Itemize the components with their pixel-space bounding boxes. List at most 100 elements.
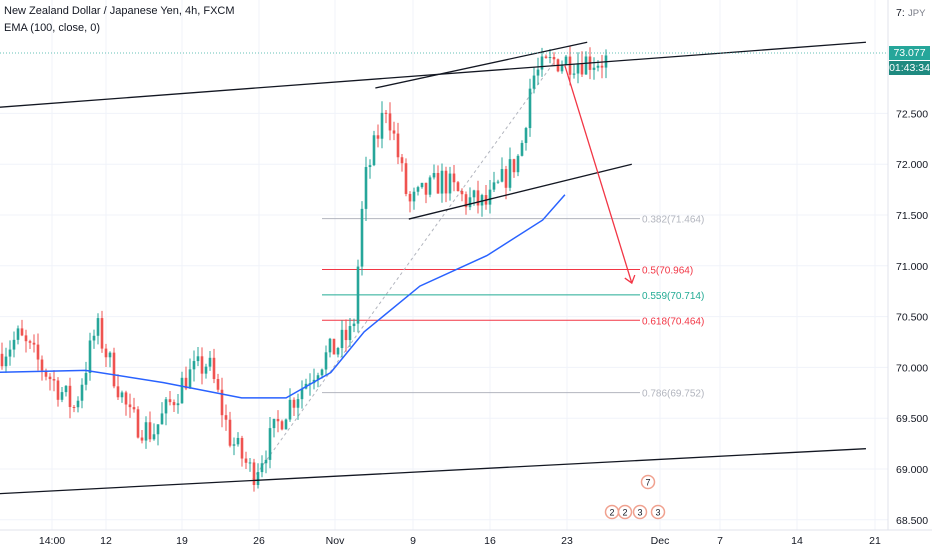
price-tick-label: 72.000 <box>896 159 928 171</box>
indicator-label[interactable]: EMA (100, close, 0) <box>4 22 100 34</box>
time-tick-label: 19 <box>176 535 188 547</box>
symbol-title[interactable]: New Zealand Dollar / Japanese Yen, 4h, F… <box>4 5 235 17</box>
candle-body <box>488 189 492 205</box>
fib-trend-line[interactable] <box>252 62 555 480</box>
candle-body <box>0 353 4 367</box>
candle-body <box>144 422 148 441</box>
price-tick-label: 7: <box>896 7 905 19</box>
trendline-channel-bottom[interactable] <box>0 448 866 495</box>
time-tick-label: Nov <box>326 535 345 547</box>
candle-body <box>280 421 284 430</box>
candle-body <box>188 369 192 389</box>
trendline-channel-top[interactable] <box>0 41 866 108</box>
candle-body <box>452 173 456 183</box>
candle-body <box>172 402 176 406</box>
price-tick-label: 68.500 <box>896 515 928 527</box>
candle-body <box>568 56 572 75</box>
time-axis[interactable]: 14:00 12 19 26 Nov 9 16 23 Dec 7 14 21 <box>0 529 932 547</box>
candle-body <box>272 418 276 429</box>
event-marker-count: 2 <box>622 508 627 518</box>
candle-body <box>44 370 48 377</box>
candle-body <box>20 328 24 336</box>
projection-arrow-head <box>624 274 636 285</box>
candle-body <box>324 352 328 370</box>
current-price-tag: 73.077 <box>889 46 930 60</box>
candle-body <box>180 377 184 404</box>
candle-body <box>216 379 220 390</box>
candle-body <box>340 329 344 349</box>
candle-body <box>152 434 156 440</box>
candle-body <box>364 167 368 209</box>
candle-body <box>404 163 408 194</box>
candle-body <box>600 65 604 68</box>
candle-body <box>60 392 64 400</box>
candle-body <box>500 169 504 182</box>
candle-body <box>560 64 564 72</box>
time-tick-label: 16 <box>484 535 496 547</box>
candle-body <box>596 65 600 68</box>
candle-body <box>440 170 444 194</box>
candle-body <box>168 399 172 403</box>
candle-body <box>36 344 40 360</box>
candle-body <box>12 339 16 350</box>
candle-body <box>360 208 364 267</box>
candle-body <box>524 128 528 143</box>
candle-body <box>264 459 268 464</box>
candle-body <box>232 444 236 446</box>
price-tick-label: 69.000 <box>896 464 928 476</box>
candle-body <box>256 472 260 485</box>
candle-body <box>260 463 264 473</box>
candle-body <box>104 348 108 358</box>
candle-body <box>376 135 380 139</box>
candle-body <box>16 328 20 340</box>
candle-body <box>572 73 576 75</box>
candle-body <box>400 157 404 164</box>
candle-body <box>156 424 160 435</box>
ema-100-line[interactable] <box>0 194 566 399</box>
candle-body <box>84 372 88 385</box>
event-marker-icon[interactable] <box>632 504 648 520</box>
candle-body <box>436 172 440 194</box>
candle-body <box>456 182 460 192</box>
candle-body <box>460 191 464 195</box>
candle-body <box>320 369 324 376</box>
candle-body <box>92 335 96 341</box>
candle-body <box>136 409 140 438</box>
price-tick-label: 71.500 <box>896 210 928 222</box>
candle-body <box>512 159 516 173</box>
candle-body <box>516 155 520 173</box>
candle-body <box>468 197 472 208</box>
candle-body <box>268 428 272 460</box>
projection-arrow[interactable] <box>564 65 633 284</box>
time-tick-label: Dec <box>651 535 670 547</box>
candle-body <box>124 392 128 405</box>
event-marker-count: 3 <box>655 508 660 518</box>
fib-level-label: 0.5(70.964) <box>642 265 693 276</box>
candle-body <box>388 113 392 131</box>
candle-body <box>552 57 556 60</box>
candle-body <box>384 112 388 114</box>
trendline-wedge-top[interactable] <box>375 41 588 89</box>
candle-body <box>296 399 300 408</box>
candle-body <box>584 56 588 75</box>
candle-body <box>176 403 180 406</box>
candle-body <box>200 356 204 374</box>
candle-body <box>492 182 496 190</box>
candle-body <box>472 190 476 198</box>
event-marker-icon[interactable] <box>650 504 666 520</box>
candle-body <box>40 359 44 371</box>
trendline-wedge-bottom[interactable] <box>408 163 632 220</box>
candle-body <box>532 75 536 89</box>
candle-body <box>344 329 348 341</box>
currency-label: JPY <box>908 8 926 19</box>
event-marker-icon[interactable] <box>617 504 633 520</box>
candle-body <box>96 318 100 336</box>
candle-body <box>24 335 28 342</box>
event-marker-count: 7 <box>645 478 650 488</box>
candle-body <box>184 377 188 389</box>
candle-body <box>284 419 288 430</box>
price-scale[interactable]: 72.500 72.000 71.500 71.000 70.500 70.000 69.5… <box>0 0 928 530</box>
event-marker-icon[interactable] <box>640 474 656 490</box>
price-tick-label: 70.500 <box>896 312 928 324</box>
